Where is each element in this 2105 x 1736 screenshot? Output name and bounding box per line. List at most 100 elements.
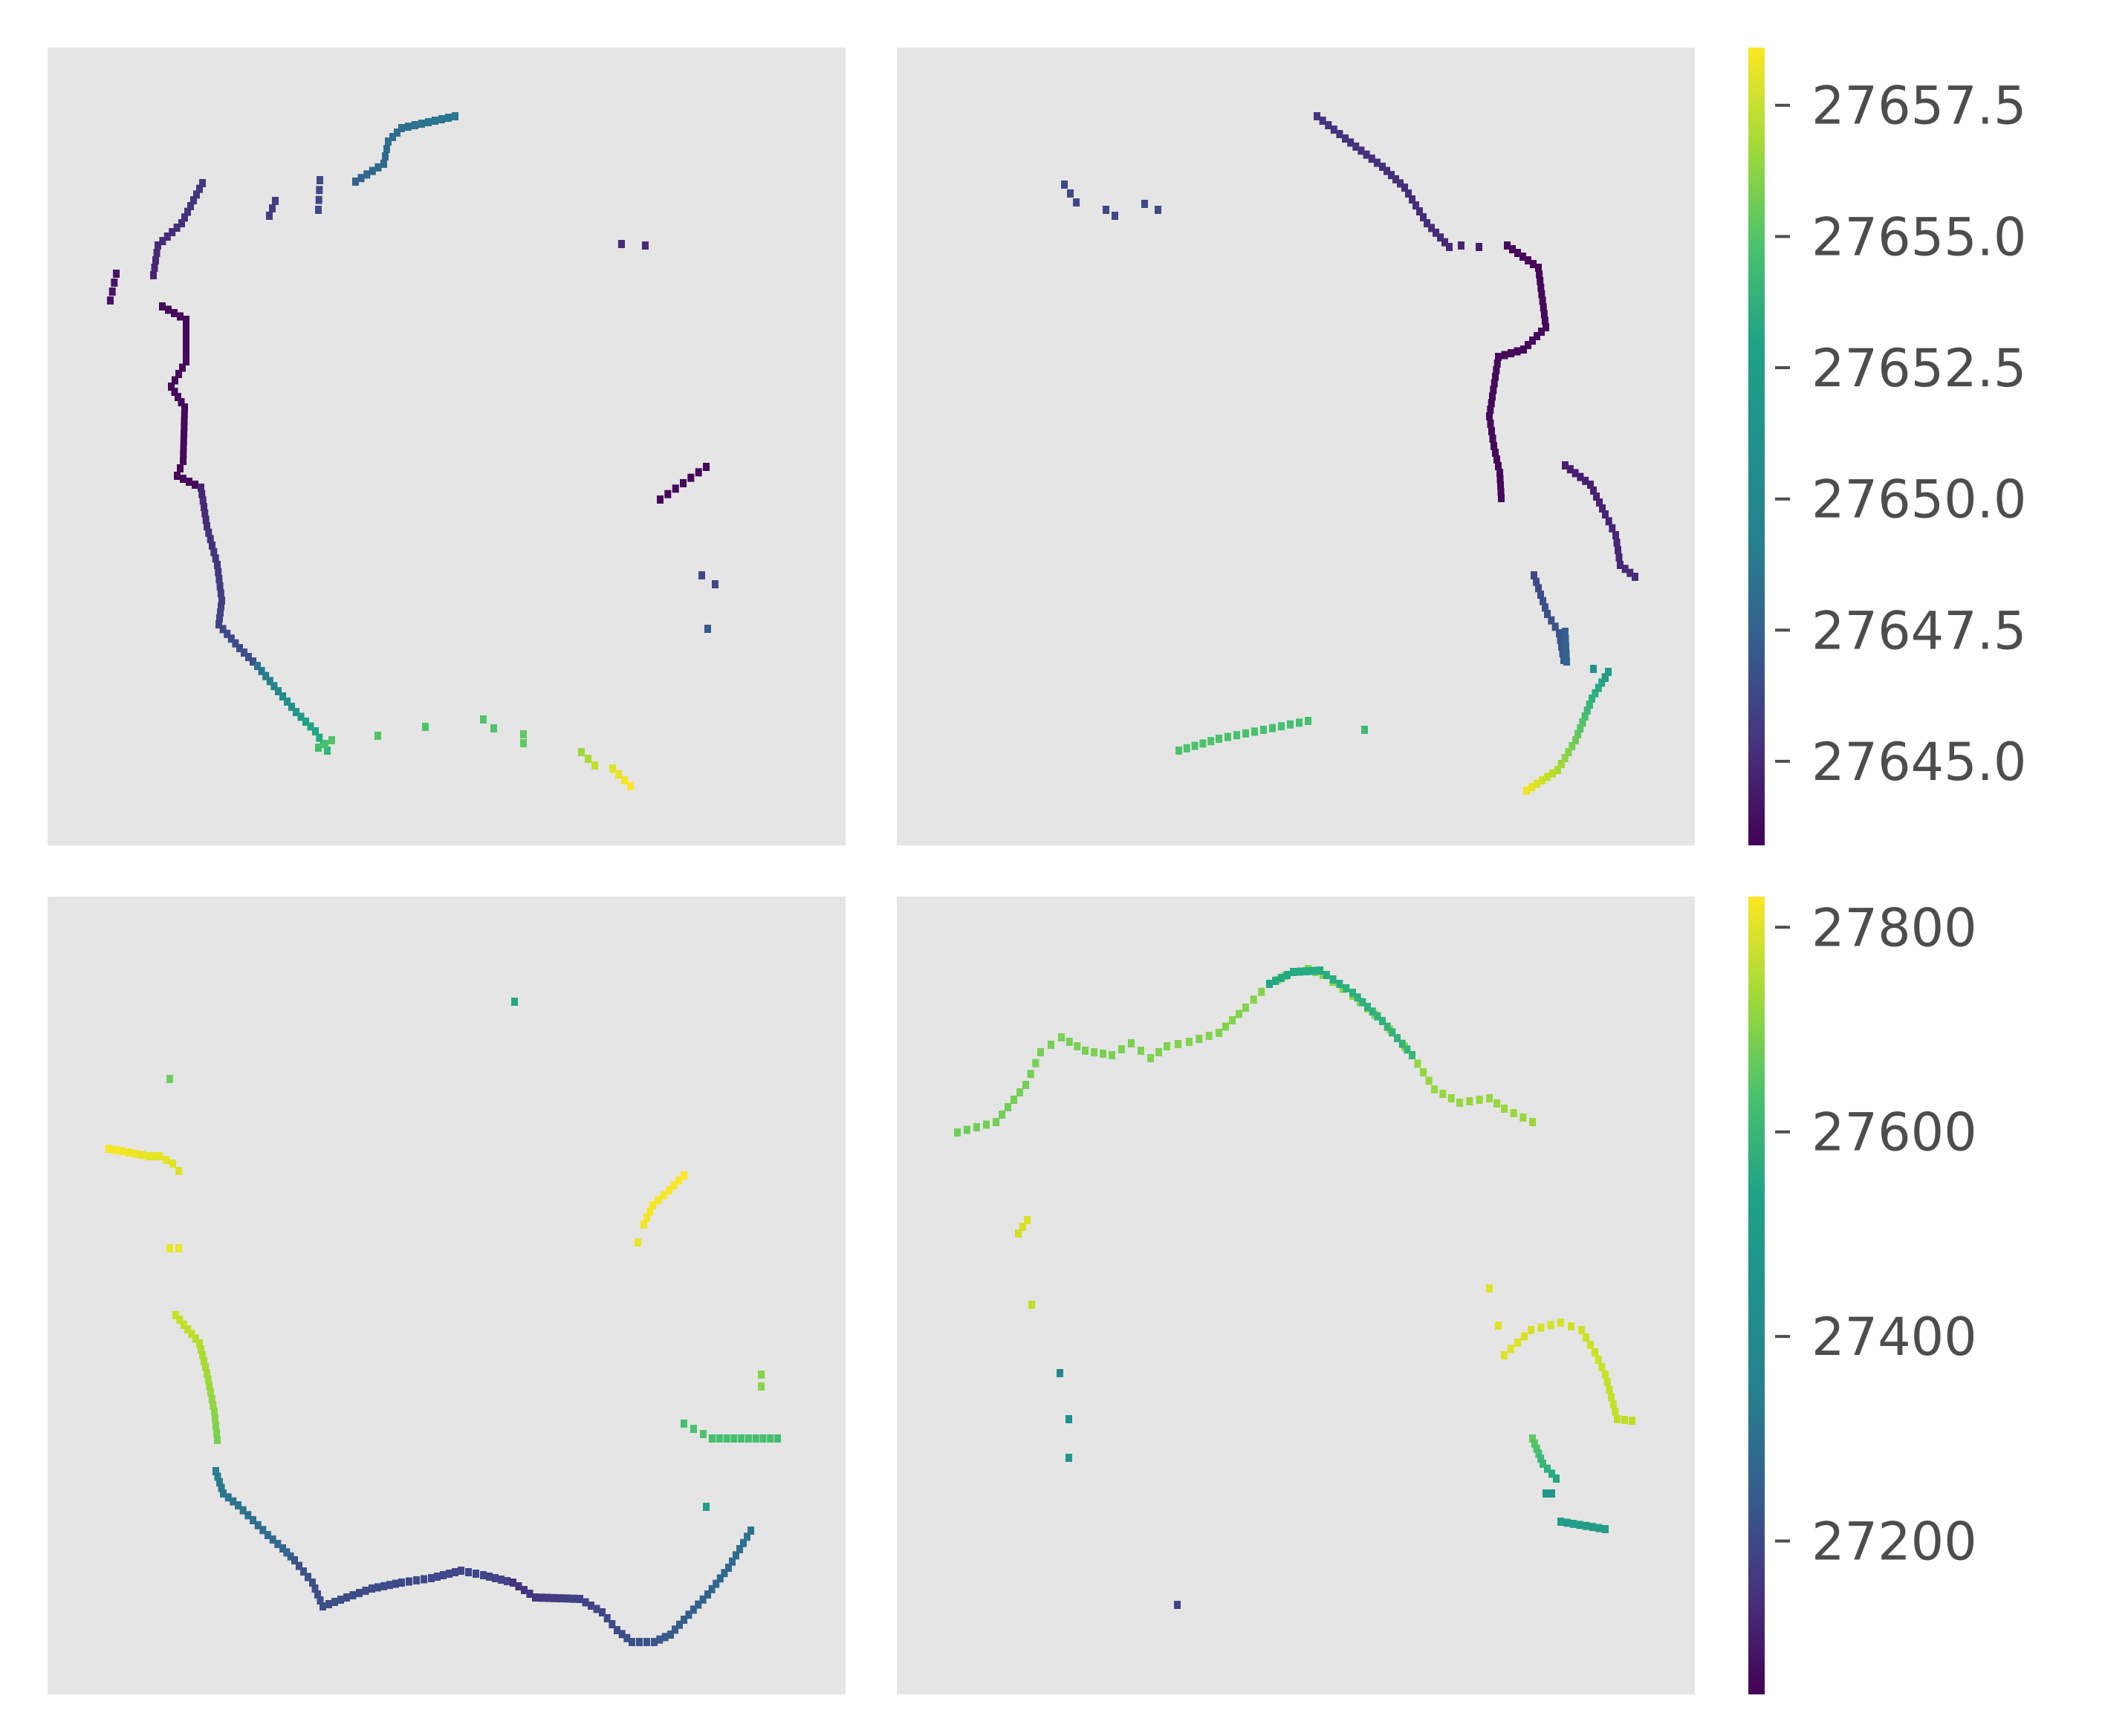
data-pixel <box>1548 616 1555 625</box>
data-pixel <box>730 1434 738 1443</box>
data-pixel <box>176 1316 184 1324</box>
data-pixel <box>1629 1417 1635 1425</box>
data-pixel <box>733 1551 739 1560</box>
data-pixel <box>198 490 206 498</box>
colorbar-tick-label: 27645.0 <box>1812 732 2026 793</box>
data-pixel <box>315 195 322 204</box>
data-pixel <box>418 120 425 128</box>
data-pixel <box>1579 718 1586 726</box>
data-pixel <box>1537 591 1544 599</box>
data-pixel <box>311 1584 319 1593</box>
panel-bottom-right-pixels <box>954 965 1635 1609</box>
data-pixel <box>218 596 225 605</box>
data-pixel <box>690 1425 697 1433</box>
colorbar-tick-label: 27600 <box>1812 1102 1977 1163</box>
data-pixel <box>660 1191 667 1200</box>
data-pixel <box>1258 987 1265 996</box>
data-pixel <box>422 723 429 731</box>
data-pixel <box>1330 126 1337 134</box>
data-pixel <box>258 666 265 675</box>
data-pixel <box>577 1595 583 1603</box>
data-pixel <box>446 1570 453 1578</box>
data-pixel <box>405 123 412 131</box>
data-pixel <box>175 1167 182 1175</box>
data-pixel <box>521 1586 528 1594</box>
data-pixel <box>1433 228 1439 237</box>
data-pixel <box>126 1148 132 1157</box>
data-pixel <box>192 481 198 489</box>
data-pixel <box>1205 1032 1213 1040</box>
data-pixel <box>204 1369 210 1377</box>
data-pixel <box>187 201 194 210</box>
data-pixel <box>196 1339 203 1347</box>
data-pixel <box>211 1408 218 1416</box>
data-pixel <box>1216 1029 1222 1037</box>
data-pixel <box>520 739 527 747</box>
data-pixel <box>337 1596 344 1604</box>
data-pixel <box>736 1545 743 1553</box>
data-pixel <box>1557 1518 1564 1526</box>
data-pixel <box>486 1573 493 1581</box>
data-pixel <box>1559 649 1566 657</box>
data-pixel <box>1431 1085 1438 1093</box>
data-pixel <box>380 160 387 168</box>
data-pixel <box>1525 341 1531 349</box>
data-pixel <box>1544 610 1551 618</box>
data-pixel <box>1476 1096 1483 1104</box>
data-pixel <box>1061 181 1068 189</box>
data-pixel <box>392 1579 399 1588</box>
data-pixel <box>1368 155 1375 163</box>
data-pixel <box>1424 219 1430 227</box>
data-pixel <box>198 1345 204 1353</box>
data-pixel <box>312 727 319 735</box>
data-pixel <box>188 1330 195 1339</box>
data-pixel <box>685 1610 693 1619</box>
data-pixel <box>210 1401 217 1410</box>
data-pixel <box>1583 1333 1589 1342</box>
data-pixel <box>1414 1059 1421 1068</box>
data-pixel <box>1147 1054 1154 1062</box>
data-pixel <box>315 744 322 752</box>
data-pixel <box>1538 328 1545 336</box>
data-pixel <box>1303 967 1310 975</box>
data-pixel <box>1373 158 1381 167</box>
data-pixel <box>175 370 182 378</box>
data-pixel <box>1595 683 1602 692</box>
data-pixel <box>343 1593 350 1602</box>
data-pixel <box>132 1149 139 1158</box>
data-pixel <box>504 1577 510 1585</box>
data-pixel <box>1551 622 1559 631</box>
data-pixel <box>1320 971 1326 979</box>
data-pixel <box>1048 1041 1054 1049</box>
data-pixel <box>700 1430 707 1438</box>
data-pixel <box>204 522 210 530</box>
data-pixel <box>1581 712 1589 721</box>
data-pixel <box>1425 1076 1433 1085</box>
data-pixel <box>1568 1322 1574 1330</box>
data-pixel <box>1496 469 1503 477</box>
data-pixel <box>173 224 181 232</box>
data-pixel <box>1554 766 1561 774</box>
data-pixel <box>687 473 695 482</box>
data-pixel <box>1608 1393 1615 1401</box>
data-pixel <box>664 490 672 498</box>
data-pixel <box>322 740 328 748</box>
data-pixel <box>1543 323 1549 331</box>
data-pixel <box>1548 1469 1555 1478</box>
data-pixel <box>672 1625 678 1634</box>
data-pixel <box>1576 1521 1583 1529</box>
data-pixel <box>210 547 218 556</box>
data-pixel <box>1595 1356 1602 1364</box>
data-pixel <box>398 124 405 132</box>
data-pixel <box>681 1171 687 1180</box>
data-pixel <box>254 1521 262 1529</box>
data-pixel <box>698 571 705 579</box>
data-pixel <box>656 1635 664 1644</box>
data-pixel <box>1091 1048 1097 1056</box>
data-pixel <box>1486 1284 1493 1293</box>
data-pixel <box>1186 1038 1193 1046</box>
data-pixel <box>1242 1004 1249 1012</box>
data-pixel <box>1428 224 1435 233</box>
data-pixel <box>357 174 365 183</box>
data-pixel <box>331 1598 338 1606</box>
